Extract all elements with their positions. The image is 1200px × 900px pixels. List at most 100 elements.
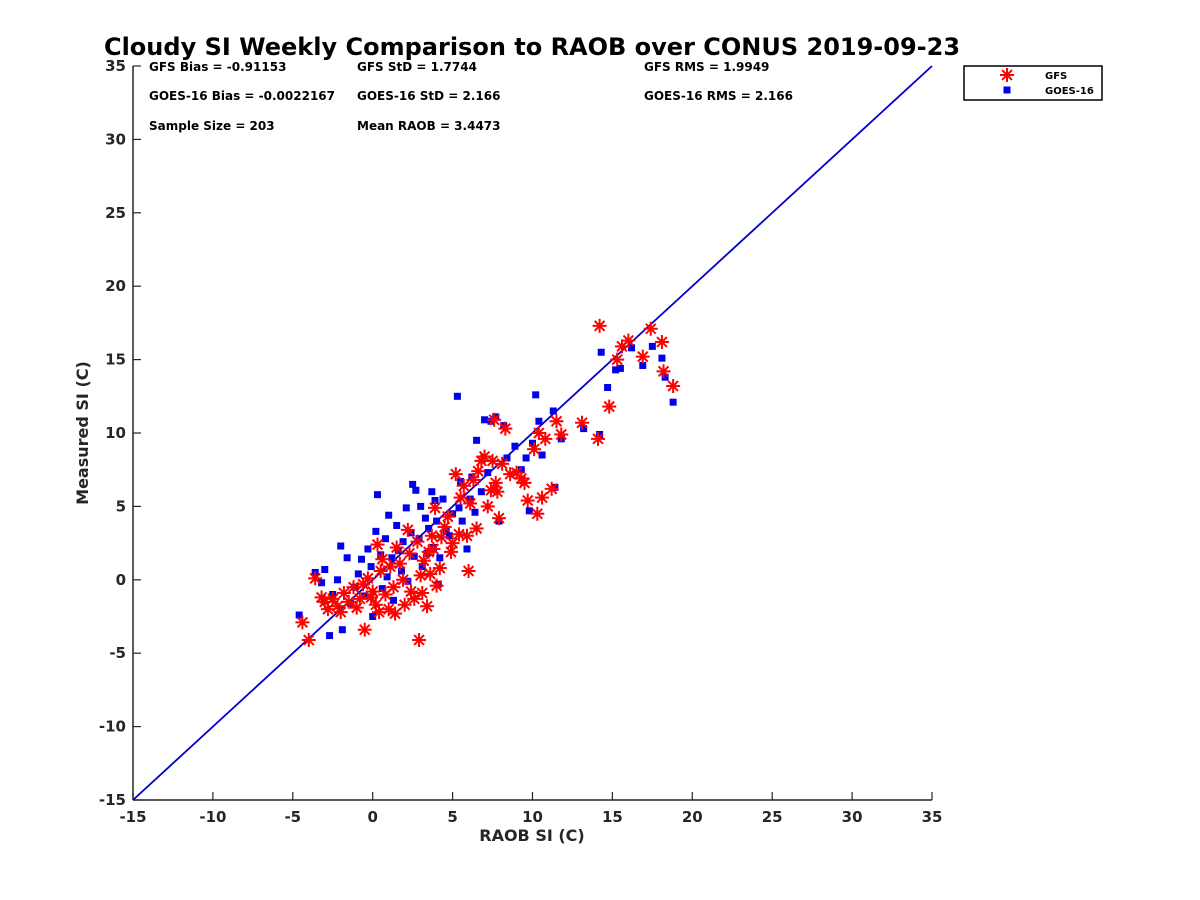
gfs-point	[487, 412, 502, 427]
goes-16-point	[389, 596, 397, 604]
gfs-point	[295, 615, 310, 630]
goes-16-point	[326, 632, 334, 640]
legend-goes-marker	[1003, 86, 1011, 94]
gfs-point	[396, 572, 411, 587]
legend-gfs-label: GFS	[1045, 71, 1067, 82]
gfs-point	[428, 500, 443, 515]
gfs-point	[423, 566, 438, 581]
gfs-point	[535, 490, 550, 505]
goes-16-point	[334, 576, 342, 584]
legend-gfs-marker	[1000, 68, 1014, 82]
x-tick-label: 10	[522, 808, 543, 826]
gfs-point	[459, 528, 474, 543]
gfs-point	[429, 578, 444, 593]
gfs-point	[341, 594, 356, 609]
gfs-point	[445, 536, 460, 551]
gfs-point	[654, 334, 669, 349]
goes-16-point	[628, 344, 636, 352]
gfs-point	[490, 484, 505, 499]
goes-16-point	[503, 454, 511, 462]
goes-16-point	[338, 626, 346, 634]
goes-16-point	[639, 361, 647, 369]
gfs-point	[426, 541, 441, 556]
goes-16-point	[397, 567, 405, 575]
gfs-point	[592, 318, 607, 333]
goes-16-point	[421, 514, 429, 522]
goes-16-point	[596, 430, 604, 438]
gfs-point	[397, 597, 412, 612]
gfs-point	[301, 632, 316, 647]
y-tick-label: 15	[105, 351, 126, 369]
goes-16-point	[604, 383, 612, 391]
gfs-point	[400, 522, 415, 537]
goes-16-point	[473, 436, 481, 444]
goes-16-point	[484, 469, 492, 477]
gfs-point	[471, 464, 486, 479]
goes-16-point	[511, 442, 519, 450]
goes-16-point	[669, 398, 677, 406]
x-tick-label: -10	[199, 808, 226, 826]
goes-16-point	[580, 425, 588, 433]
goes-16-point	[377, 551, 385, 559]
goes-16-point	[481, 416, 489, 424]
goes-16-point	[417, 502, 425, 510]
y-tick-label: 0	[116, 571, 126, 589]
chart-title: Cloudy SI Weekly Comparison to RAOB over…	[104, 33, 960, 61]
gfs-point	[392, 556, 407, 571]
gfs-point	[360, 571, 375, 586]
gfs-point	[488, 475, 503, 490]
goes-16-point	[337, 542, 345, 550]
gfs-point	[330, 599, 345, 614]
goes-16-point	[318, 579, 326, 587]
gfs-point	[388, 606, 403, 621]
gfs-point	[456, 478, 471, 493]
goes-16-point	[372, 527, 380, 535]
goes-16-point	[442, 527, 450, 535]
goes-16-point	[412, 486, 420, 494]
goes-16-point	[393, 521, 401, 529]
gfs-point	[485, 453, 500, 468]
goes-16-point	[388, 554, 396, 562]
goes-16-point	[487, 417, 495, 425]
goes-16-point	[458, 517, 466, 525]
gfs-point	[440, 509, 455, 524]
gfs-point	[666, 379, 681, 394]
goes-16-point	[532, 391, 540, 399]
goes-bias-text: GOES-16 Bias = -0.0022167	[149, 89, 335, 103]
goes-16-point	[367, 563, 375, 571]
gfs-point	[413, 568, 428, 583]
x-tick-label: 15	[602, 808, 623, 826]
gfs-point	[370, 537, 385, 552]
gfs-point	[386, 580, 401, 595]
goes-16-point	[616, 364, 624, 372]
sample-size-text: Sample Size = 203	[149, 119, 275, 133]
gfs-point	[336, 586, 351, 601]
gfs-point	[463, 496, 478, 511]
goes-16-point	[463, 545, 471, 553]
data-points	[295, 318, 681, 647]
legend-gfs-asterisk	[1000, 68, 1014, 82]
gfs-point	[415, 586, 430, 601]
goes-16-point	[410, 552, 418, 560]
gfs-point	[498, 421, 513, 436]
gfs-point	[383, 559, 398, 574]
x-tick-label: -15	[119, 808, 146, 826]
gfs-point	[412, 632, 427, 647]
goes-16-point	[399, 538, 407, 546]
x-tick-label: 5	[447, 808, 457, 826]
gfs-point	[656, 364, 671, 379]
gfs-point	[444, 544, 459, 559]
goes-16-point	[321, 566, 329, 574]
x-tick-label: 0	[367, 808, 377, 826]
gfs-point	[410, 534, 425, 549]
x-tick-label: -5	[284, 808, 301, 826]
goes-16-point	[658, 354, 666, 362]
goes-16-point	[439, 495, 447, 503]
gfs-std-text: GFS StD = 1.7744	[357, 60, 477, 74]
gfs-point	[308, 571, 323, 586]
gfs-point	[591, 431, 606, 446]
goes-16-point	[404, 577, 412, 585]
goes-16-point	[549, 407, 557, 415]
y-tick-label: -5	[109, 644, 126, 662]
